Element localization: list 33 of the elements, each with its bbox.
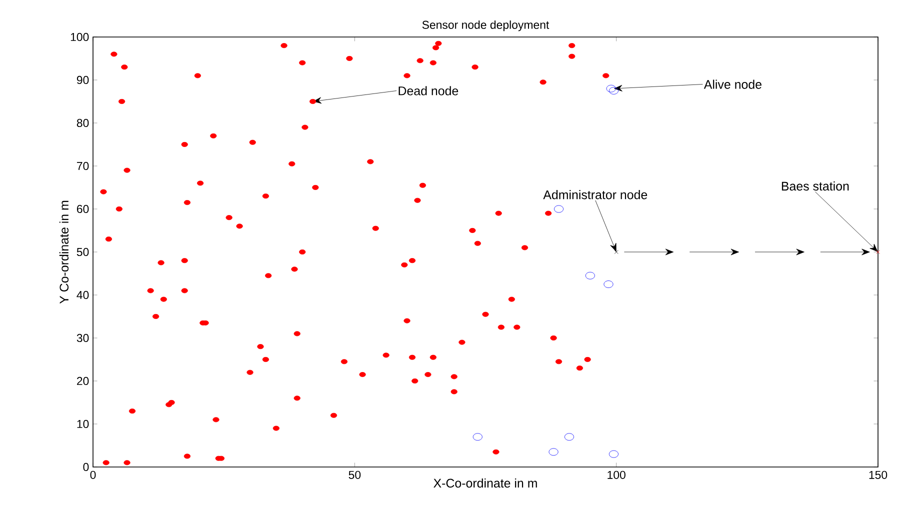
- y-tick-label: 50: [76, 248, 89, 256]
- point: [472, 433, 482, 441]
- x-tick-label: 100: [608, 470, 626, 479]
- annotation: Baes station: [782, 181, 849, 191]
- y-tick-label: 100: [70, 32, 89, 42]
- y-tick-label: 90: [76, 76, 89, 84]
- y-tick-label: 0: [83, 462, 89, 472]
- point: [604, 280, 614, 288]
- point: [876, 250, 880, 254]
- point: [548, 448, 558, 456]
- y-tick-label: 10: [77, 420, 89, 428]
- point: [564, 433, 574, 441]
- point: [608, 450, 618, 458]
- annotation: Dead node: [398, 86, 458, 96]
- y-tick-label: 40: [76, 290, 89, 300]
- point: [608, 87, 618, 94]
- x-tick-label: 0: [90, 470, 96, 479]
- x-axis-title: X-Co-ordinate in m: [434, 478, 537, 488]
- y-tick-label: 70: [77, 162, 89, 170]
- y-tick-label: 60: [76, 204, 89, 214]
- point: [554, 205, 564, 213]
- annotation: Administrator node: [543, 190, 648, 200]
- point: [606, 84, 616, 92]
- y-axis-title: Y Co-ordinate in m: [59, 200, 69, 304]
- x-tick-label: 150: [869, 470, 888, 479]
- y-tick-label: 30: [76, 334, 89, 342]
- chart-title: Sensor node deployment: [422, 20, 550, 32]
- annotation: Alive node: [704, 80, 762, 89]
- point: [585, 272, 595, 280]
- y-tick-label: 20: [76, 376, 89, 386]
- x-tick-label: 50: [348, 470, 361, 479]
- point: [614, 250, 618, 254]
- y-tick-label: 80: [76, 118, 89, 128]
